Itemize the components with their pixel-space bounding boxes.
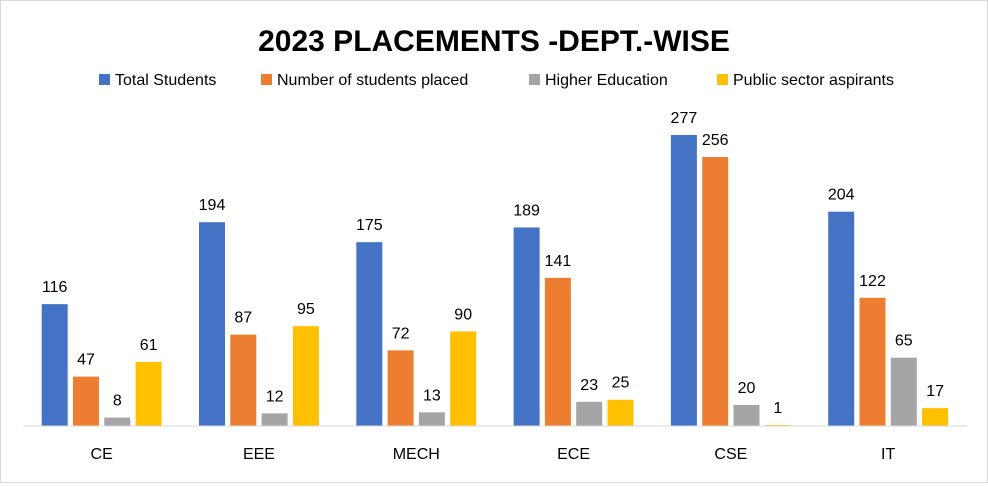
chart-title: 2023 PLACEMENTS -DEPT.-WISE xyxy=(258,25,730,58)
bar-cse-1 xyxy=(702,157,729,426)
bar-mech-0 xyxy=(356,242,383,426)
bar-it-2 xyxy=(890,357,917,426)
data-label: 256 xyxy=(702,132,729,149)
legend-label: Number of students placed xyxy=(277,72,468,89)
x-tick-label: ECE xyxy=(557,446,590,463)
bar-eee-2 xyxy=(261,413,288,426)
legend-label: Higher Education xyxy=(545,72,668,89)
data-label: 116 xyxy=(42,279,68,296)
legend: Total Students Number of students placed H… xyxy=(99,72,894,89)
bar-ce-2 xyxy=(104,417,131,426)
data-label: 95 xyxy=(297,301,315,318)
bar-ece-1 xyxy=(544,277,571,426)
data-label: 87 xyxy=(234,310,252,327)
data-label: 13 xyxy=(423,387,441,404)
data-label: 122 xyxy=(859,273,886,290)
x-axis-labels: CE EEE MECH ECE CSE IT xyxy=(91,446,896,463)
data-label: 175 xyxy=(356,217,383,234)
bar-it-1 xyxy=(859,297,886,426)
bar-mech-3 xyxy=(450,331,477,426)
data-label: 23 xyxy=(580,377,598,394)
data-label: 17 xyxy=(926,383,944,400)
bar-mech-2 xyxy=(418,412,445,426)
bar-ece-0 xyxy=(513,227,540,426)
legend-swatch xyxy=(99,74,110,85)
legend-swatch xyxy=(261,74,272,85)
bar-eee-0 xyxy=(199,222,225,426)
bar-mech-1 xyxy=(387,350,414,426)
data-label: 25 xyxy=(612,375,630,392)
legend-swatch xyxy=(529,74,540,85)
data-label: 12 xyxy=(266,388,284,405)
bar-ce-3 xyxy=(135,361,162,426)
bar-eee-3 xyxy=(292,326,319,426)
data-label: 194 xyxy=(199,197,226,214)
bar-cse-3 xyxy=(764,424,791,426)
legend-label: Public sector aspirants xyxy=(733,72,894,89)
legend-label: Total Students xyxy=(115,72,216,89)
data-label: 141 xyxy=(545,253,572,270)
x-tick-label: CE xyxy=(91,446,113,463)
bar-it-0 xyxy=(828,211,855,426)
bar-ce-1 xyxy=(73,376,99,426)
data-label: 204 xyxy=(828,187,855,204)
data-label: 65 xyxy=(895,333,913,350)
data-label: 72 xyxy=(392,325,410,342)
data-label: 90 xyxy=(454,306,472,323)
x-tick-label: MECH xyxy=(393,446,440,463)
bar-ce-0 xyxy=(41,304,68,426)
bar-ece-3 xyxy=(607,399,634,426)
data-label: 277 xyxy=(671,110,698,127)
data-label: 1 xyxy=(773,400,782,417)
bar-ece-2 xyxy=(576,401,603,426)
bar-eee-1 xyxy=(230,334,257,426)
data-label: 8 xyxy=(113,393,122,410)
legend-swatch xyxy=(717,74,728,85)
x-tick-label: CSE xyxy=(714,446,747,463)
bar-cse-0 xyxy=(670,135,697,426)
data-label: 20 xyxy=(738,380,756,397)
data-label: 47 xyxy=(77,352,95,369)
data-label: 61 xyxy=(140,337,158,354)
data-label: 189 xyxy=(513,202,540,219)
bar-it-3 xyxy=(922,408,949,426)
x-tick-label: IT xyxy=(881,446,895,463)
bar-cse-2 xyxy=(733,404,760,426)
x-tick-label: EEE xyxy=(243,446,275,463)
